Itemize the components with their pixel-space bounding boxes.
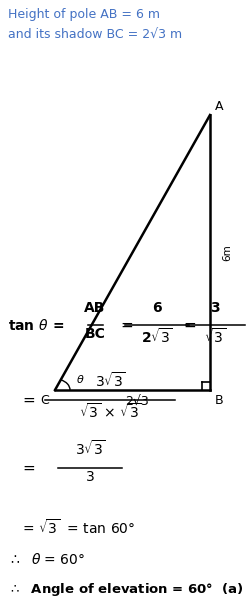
Text: =: = <box>22 393 35 408</box>
Text: B: B <box>215 394 224 407</box>
Text: 3: 3 <box>210 301 220 315</box>
Text: =: = <box>183 318 196 333</box>
Text: C: C <box>40 394 49 407</box>
Text: tan $\theta$ =: tan $\theta$ = <box>8 318 64 333</box>
Text: = $\sqrt{3}$  = tan 60°: = $\sqrt{3}$ = tan 60° <box>22 518 135 537</box>
Text: 2√3: 2√3 <box>126 395 149 408</box>
Text: $\therefore$  Angle of elevation = 60°  (a): $\therefore$ Angle of elevation = 60° (a… <box>8 581 244 598</box>
Text: =: = <box>22 460 35 476</box>
Text: =: = <box>120 318 133 333</box>
Text: Height of pole AB = 6 m: Height of pole AB = 6 m <box>8 8 160 21</box>
Text: AB: AB <box>84 301 106 315</box>
Text: BC: BC <box>85 327 105 341</box>
Text: 3: 3 <box>86 470 94 484</box>
Text: 3$\sqrt{3}$: 3$\sqrt{3}$ <box>94 371 125 390</box>
Text: θ: θ <box>77 375 84 385</box>
Text: $\therefore$  $\theta$ = 60°: $\therefore$ $\theta$ = 60° <box>8 552 85 567</box>
Text: 6: 6 <box>152 301 162 315</box>
Text: 6m: 6m <box>222 244 232 261</box>
Text: $\sqrt{3}$ × $\sqrt{3}$: $\sqrt{3}$ × $\sqrt{3}$ <box>79 402 141 421</box>
Text: A: A <box>215 100 223 113</box>
Text: $\sqrt{3}$: $\sqrt{3}$ <box>204 327 226 346</box>
Text: and its shadow BC = 2√3 m: and its shadow BC = 2√3 m <box>8 28 182 41</box>
Text: 3$\sqrt{3}$: 3$\sqrt{3}$ <box>75 439 105 458</box>
Text: 2$\sqrt{3}$: 2$\sqrt{3}$ <box>141 327 173 346</box>
